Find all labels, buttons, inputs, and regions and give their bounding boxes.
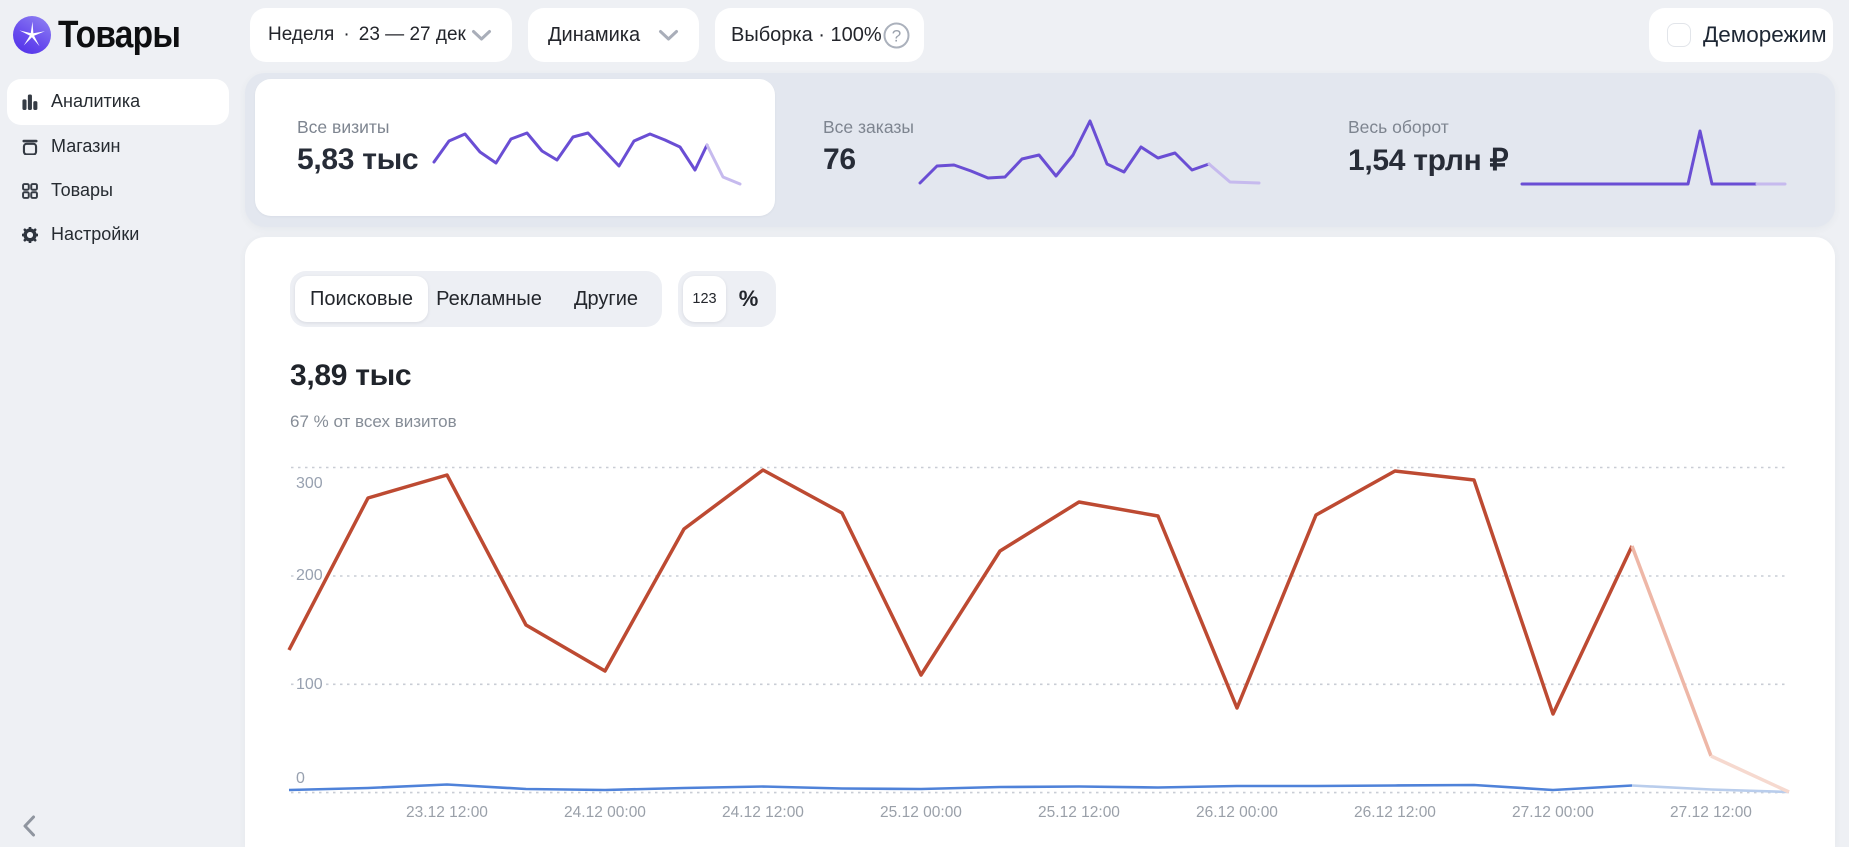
svg-text:25.12 00:00: 25.12 00:00 [880,804,962,821]
svg-text:200: 200 [296,567,323,584]
svg-text:24.12 00:00: 24.12 00:00 [564,804,646,821]
svg-text:23.12 12:00: 23.12 12:00 [406,804,488,821]
svg-text:0: 0 [296,770,305,787]
svg-text:300: 300 [296,475,323,492]
svg-text:25.12 12:00: 25.12 12:00 [1038,804,1120,821]
svg-text:24.12 12:00: 24.12 12:00 [722,804,804,821]
svg-text:26.12 00:00: 26.12 00:00 [1196,804,1278,821]
svg-text:26.12 12:00: 26.12 12:00 [1354,804,1436,821]
svg-text:27.12 00:00: 27.12 00:00 [1512,804,1594,821]
svg-text:?: ? [892,26,901,45]
svg-text:27.12 12:00: 27.12 12:00 [1670,804,1752,821]
svg-text:100: 100 [296,676,323,693]
